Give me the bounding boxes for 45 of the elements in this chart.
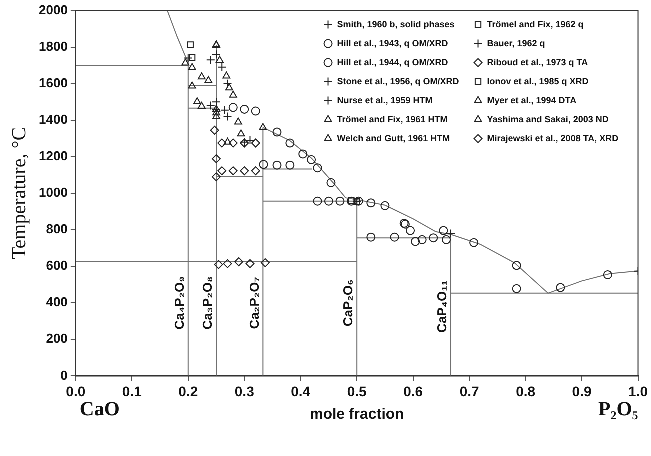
y-axis-title: Temperature, °C	[8, 127, 30, 260]
text: P₂O₅	[598, 398, 638, 420]
x-tick-label: 0.3	[234, 383, 255, 400]
y-tick-label: 1200	[39, 148, 68, 164]
x-tick-label: 0.9	[572, 383, 592, 400]
y-tick-label: 0	[60, 368, 68, 383]
legend-label: Yashima and Sakai, 2003 ND	[487, 114, 610, 124]
legend-label: Stone et al., 1956, q OM/XRD	[337, 76, 460, 86]
y-tick-label: 200	[46, 331, 68, 346]
y-tick-label: 1800	[39, 38, 68, 54]
legend-label: Trömel and Fix, 1961 HTM	[337, 114, 448, 124]
legend-label: Hill et al., 1944, q OM/XRD	[337, 57, 449, 68]
annotation: CaP₄O₁₁	[434, 280, 450, 333]
annotation: Ca₃P₂O₈	[200, 276, 216, 330]
y-tick-label: 1400	[39, 112, 68, 127]
y-tick-label: 600	[46, 258, 68, 274]
x-tick-label: 0.4	[291, 383, 311, 400]
legend-label: Bauer, 1962 q	[487, 38, 546, 48]
y-tick-label: 800	[46, 222, 68, 237]
y-tick-label: 400	[46, 294, 68, 310]
legend-label: Myer et al., 1994 DTA	[487, 95, 578, 106]
annotation: CaP₂O₆	[340, 279, 356, 327]
annotation: Ca₄P₂O₉	[172, 276, 187, 330]
legend-label: Hill et al., 1943, q OM/XRD	[337, 38, 449, 48]
legend-label: Riboud et al., 1973 q TA	[487, 57, 589, 68]
legend-label: Smith, 1960 b, solid phases	[337, 19, 455, 30]
legend-label: Mirajewski et al., 2008 TA, XRD	[487, 133, 620, 144]
legend-label: Welch and Gutt, 1961 HTM	[337, 133, 450, 144]
y-tick-label: 1600	[39, 75, 68, 90]
x-axis-title: mole fraction	[310, 406, 404, 424]
x-tick-label: 0.8	[516, 383, 536, 400]
y-tick-label: 2000	[39, 2, 68, 18]
text: CaO	[80, 398, 120, 420]
x-tick-label: 0.5	[347, 383, 368, 400]
annotation: Ca₂P₂O₇	[246, 277, 262, 330]
y-tick-label: 1000	[39, 185, 68, 200]
x-tick-label: 0.6	[404, 383, 424, 400]
x-tick-label: 0.1	[122, 383, 142, 400]
legend-label: Nurse et al., 1959 HTM	[337, 95, 433, 106]
x-tick-label: 0.0	[66, 383, 86, 400]
legend-label: Trömel and Fix, 1962 q	[487, 19, 584, 30]
x-tick-label: 0.2	[178, 383, 198, 400]
x-tick-label: 1.0	[628, 383, 648, 400]
legend-label: Ionov et al., 1985 q XRD	[487, 76, 590, 86]
x-tick-label: 0.7	[460, 383, 480, 400]
